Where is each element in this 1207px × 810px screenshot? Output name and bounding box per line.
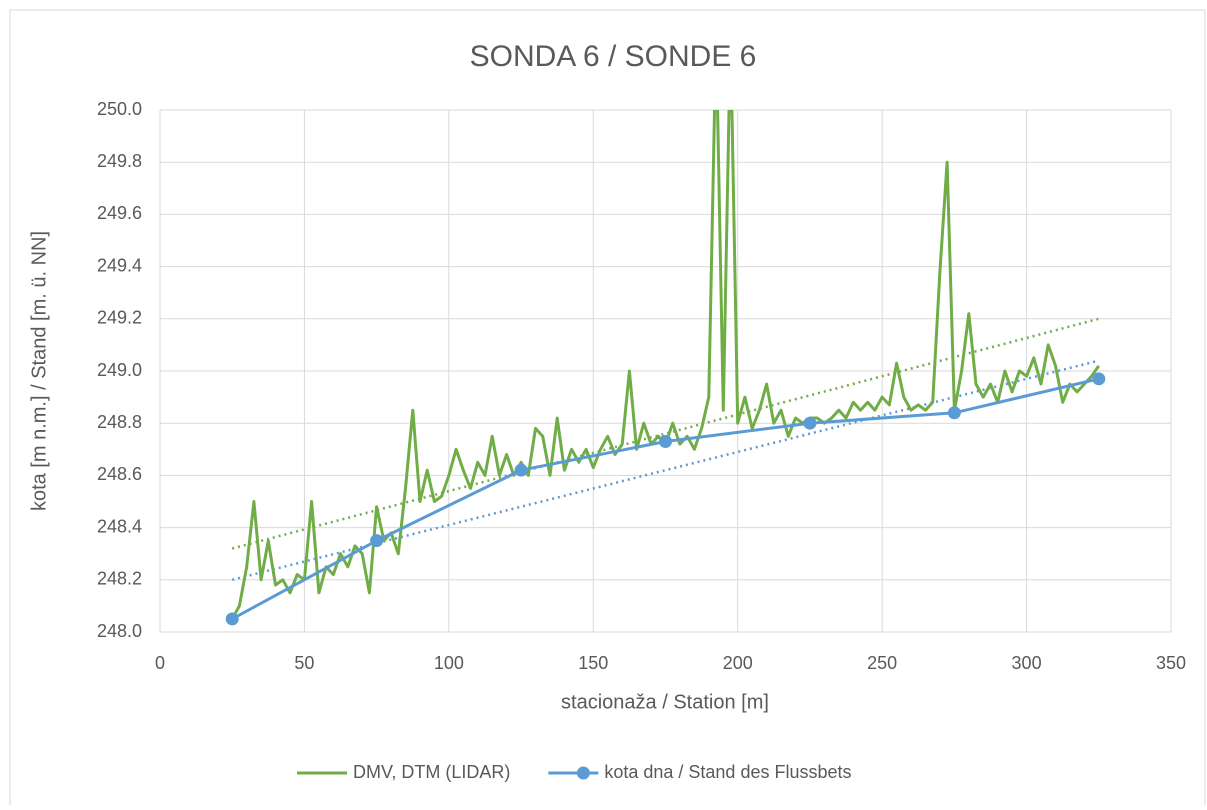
x-axis-label: stacionaža / Station [m] bbox=[561, 691, 769, 713]
legend-label: DMV, DTM (LIDAR) bbox=[353, 762, 510, 782]
data-point bbox=[225, 612, 239, 626]
y-tick-label: 248.0 bbox=[97, 621, 142, 641]
data-point bbox=[803, 416, 817, 430]
y-tick-label: 248.4 bbox=[97, 516, 142, 536]
x-tick-label: 50 bbox=[294, 653, 314, 673]
x-tick-label: 0 bbox=[155, 653, 165, 673]
x-tick-label: 100 bbox=[434, 653, 464, 673]
x-tick-label: 300 bbox=[1012, 653, 1042, 673]
data-point bbox=[370, 534, 384, 548]
x-tick-label: 350 bbox=[1156, 653, 1186, 673]
y-tick-label: 249.0 bbox=[97, 360, 142, 380]
x-tick-label: 150 bbox=[578, 653, 608, 673]
y-tick-label: 249.8 bbox=[97, 151, 142, 171]
chart-title: SONDA 6 / SONDE 6 bbox=[470, 40, 757, 73]
x-tick-label: 250 bbox=[867, 653, 897, 673]
data-point bbox=[514, 463, 528, 477]
legend: DMV, DTM (LIDAR) kota dna / Stand des Flu… bbox=[297, 762, 852, 782]
x-tick-label: 200 bbox=[723, 653, 753, 673]
y-tick-label: 248.2 bbox=[97, 569, 142, 589]
grid: 0 50 100 150 200 250 300 350 248.0 248.2 248.4 248.… bbox=[97, 99, 1186, 673]
y-tick-label: 250.0 bbox=[97, 99, 142, 119]
y-tick-label: 249.2 bbox=[97, 308, 142, 328]
data-point bbox=[1092, 372, 1106, 386]
y-tick-label: 248.6 bbox=[97, 464, 142, 484]
legend-marker bbox=[576, 766, 590, 780]
data-point bbox=[947, 406, 961, 420]
legend-label: kota dna / Stand des Flussbets bbox=[604, 762, 851, 782]
y-tick-label: 249.4 bbox=[97, 255, 142, 275]
data-point bbox=[659, 434, 672, 448]
y-tick-label: 249.6 bbox=[97, 203, 142, 223]
y-tick-label: 248.8 bbox=[97, 412, 142, 432]
chart-frame bbox=[9, 9, 1206, 810]
y-axis-label: kota [m n.m.] / Stand [m. ü. NN] bbox=[28, 231, 50, 511]
